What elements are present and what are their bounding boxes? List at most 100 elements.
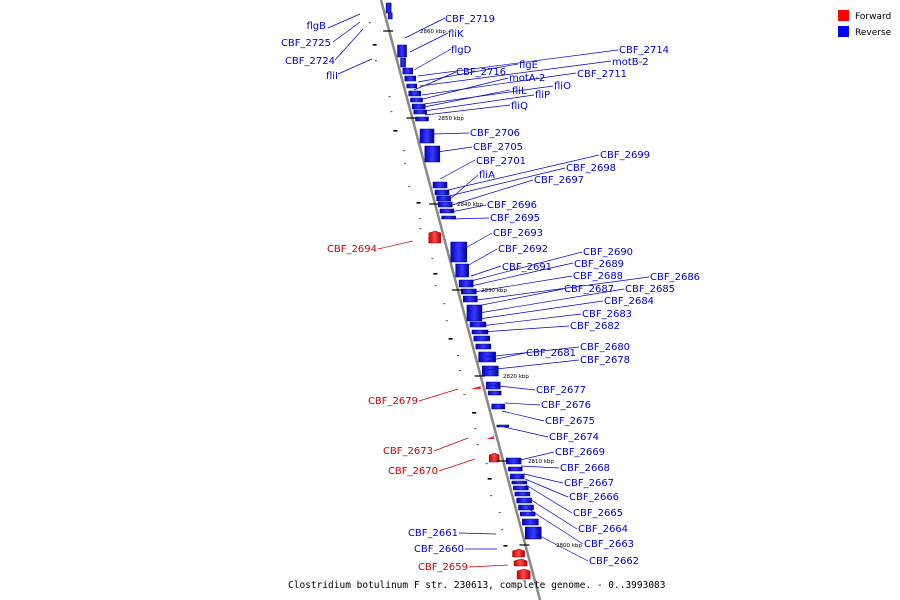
gene-label-CBF_2725[interactable]: CBF_2725 (281, 38, 331, 49)
gene-label-CBF_2660[interactable]: CBF_2660 (414, 544, 464, 555)
reverse-gene-block (508, 466, 523, 472)
gene-label-CBF_2676[interactable]: CBF_2676 (541, 400, 591, 411)
gene-label-CBF_2677[interactable]: CBF_2677 (536, 385, 586, 396)
scale-label-2820: 2820 kbp (503, 374, 529, 380)
strand-mark (459, 370, 462, 372)
gene-label-flgB[interactable]: flgB (306, 21, 326, 32)
gene-label-CBF_2699[interactable]: CBF_2699 (600, 150, 650, 161)
reverse-gene-block (466, 304, 483, 322)
gene-label-CBF_2670[interactable]: CBF_2670 (388, 466, 438, 477)
gene-label-CBF_2674[interactable]: CBF_2674 (549, 432, 599, 443)
gene-label-CBF_2665[interactable]: CBF_2665 (573, 508, 623, 519)
gene-leader-line (436, 146, 473, 153)
reverse-gene-block (419, 128, 435, 144)
gene-label-fliK[interactable]: fliK (448, 29, 464, 40)
strand-mark (416, 202, 421, 204)
gene-label-CBF_2682[interactable]: CBF_2682 (570, 321, 620, 332)
gene-label-CBF_2692[interactable]: CBF_2692 (498, 244, 548, 255)
gene-label-CBF_2666[interactable]: CBF_2666 (569, 492, 619, 503)
gene-label-fliQ[interactable]: fliQ (511, 101, 528, 112)
legend: Forward Reverse (838, 10, 892, 38)
forward-gene-block (512, 548, 525, 558)
gene-label-fliP[interactable]: fliP (535, 90, 550, 101)
gene-label-CBF_2678[interactable]: CBF_2678 (580, 355, 630, 366)
gene-label-CBF_2689[interactable]: CBF_2689 (574, 259, 624, 270)
gene-leader-line (470, 251, 583, 282)
reverse-gene-block (487, 390, 502, 396)
gene-label-CBF_2662[interactable]: CBF_2662 (589, 556, 639, 567)
reverse-gene-block (458, 279, 474, 288)
gene-label-fliI[interactable]: fliI (326, 71, 338, 82)
reverse-gene-block (524, 526, 542, 540)
reverse-gene-block (519, 511, 536, 517)
gene-label-CBF_2667[interactable]: CBF_2667 (564, 478, 614, 489)
gene-label-CBF_2716[interactable]: CBF_2716 (456, 67, 506, 78)
gene-leader-line (523, 473, 564, 484)
gene-leader-line (337, 58, 373, 75)
scale-label-2810: 2810 kbp (528, 459, 554, 465)
gene-leader-line (520, 465, 560, 469)
reverse-gene-block (455, 263, 469, 278)
gene-label-CBF_2659[interactable]: CBF_2659 (418, 562, 468, 573)
gene-label-flgE[interactable]: flgE (519, 60, 538, 71)
gene-label-CBF_2683[interactable]: CBF_2683 (582, 309, 632, 320)
gene-label-CBF_2669[interactable]: CBF_2669 (555, 447, 605, 458)
gene-label-CBF_2694[interactable]: CBF_2694 (327, 244, 377, 255)
gene-label-CBF_2701[interactable]: CBF_2701 (476, 156, 526, 167)
reverse-gene-block (424, 145, 441, 163)
gene-label-CBF_2691[interactable]: CBF_2691 (502, 262, 552, 273)
reverse-gene-block (475, 343, 492, 350)
strand-mark (457, 355, 460, 357)
gene-label-CBF_2706[interactable]: CBF_2706 (470, 128, 520, 139)
gene-label-CBF_2705[interactable]: CBF_2705 (473, 142, 523, 153)
gene-label-CBF_2685[interactable]: CBF_2685 (625, 284, 675, 295)
gene-label-CBF_2664[interactable]: CBF_2664 (578, 524, 628, 535)
strand-mark (434, 285, 437, 287)
gene-label-flgD[interactable]: flgD (451, 45, 472, 56)
gene-label-CBF_2688[interactable]: CBF_2688 (573, 271, 623, 282)
gene-label-CBF_2687[interactable]: CBF_2687 (564, 284, 614, 295)
gene-label-fliA[interactable]: fliA (479, 170, 495, 181)
gene-leader-line (470, 265, 502, 277)
gene-label-CBF_2698[interactable]: CBF_2698 (566, 163, 616, 174)
scale-label-2830: 2830 kbp (481, 288, 507, 294)
gene-leader-line (419, 60, 612, 87)
gene-label-CBF_2684[interactable]: CBF_2684 (604, 296, 654, 307)
gene-label-CBF_2680[interactable]: CBF_2680 (580, 342, 630, 353)
reverse-gene-block (441, 215, 456, 220)
gene-label-CBF_2675[interactable]: CBF_2675 (545, 416, 595, 427)
gene-label-CBF_2668[interactable]: CBF_2668 (560, 463, 610, 474)
reverse-gene-block (410, 97, 423, 103)
gene-label-CBF_2714[interactable]: CBF_2714 (619, 45, 669, 56)
gene-label-motB-2[interactable]: motB-2 (612, 57, 649, 68)
gene-label-CBF_2724[interactable]: CBF_2724 (285, 56, 335, 67)
gene-label-CBF_2681[interactable]: CBF_2681 (526, 348, 576, 359)
gene-label-CBF_2695[interactable]: CBF_2695 (490, 213, 540, 224)
gene-leader-line (447, 154, 600, 191)
gene-label-CBF_2697[interactable]: CBF_2697 (534, 175, 584, 186)
gene-label-fliO[interactable]: fliO (554, 81, 571, 92)
gene-label-CBF_2686[interactable]: CBF_2686 (650, 272, 700, 283)
gene-label-CBF_2663[interactable]: CBF_2663 (584, 539, 634, 550)
gene-label-CBF_2711[interactable]: CBF_2711 (577, 69, 627, 80)
reverse-gene-block (432, 181, 448, 189)
gene-label-CBF_2693[interactable]: CBF_2693 (493, 228, 543, 239)
gene-label-fliL[interactable]: fliL (512, 86, 527, 97)
reverse-gene-block (510, 473, 525, 480)
strand-mark (498, 512, 501, 514)
strand-mark (374, 60, 377, 62)
strand-mark (431, 258, 434, 260)
gene-label-CBF_2673[interactable]: CBF_2673 (383, 446, 433, 457)
reverse-gene-block (404, 75, 417, 82)
gene-label-CBF_2679[interactable]: CBF_2679 (368, 396, 418, 407)
reverse-gene-block (400, 57, 406, 68)
gene-label-CBF_2690[interactable]: CBF_2690 (583, 247, 633, 258)
gene-label-motA-2[interactable]: motA-2 (509, 73, 545, 84)
reverse-gene-block (413, 109, 427, 115)
reverse-gene-block (436, 195, 451, 202)
gene-label-CBF_2719[interactable]: CBF_2719 (445, 14, 495, 25)
forward-gene-block (485, 436, 494, 439)
gene-leader-line (501, 410, 545, 422)
gene-label-CBF_2661[interactable]: CBF_2661 (408, 528, 458, 539)
gene-label-CBF_2696[interactable]: CBF_2696 (487, 200, 537, 211)
